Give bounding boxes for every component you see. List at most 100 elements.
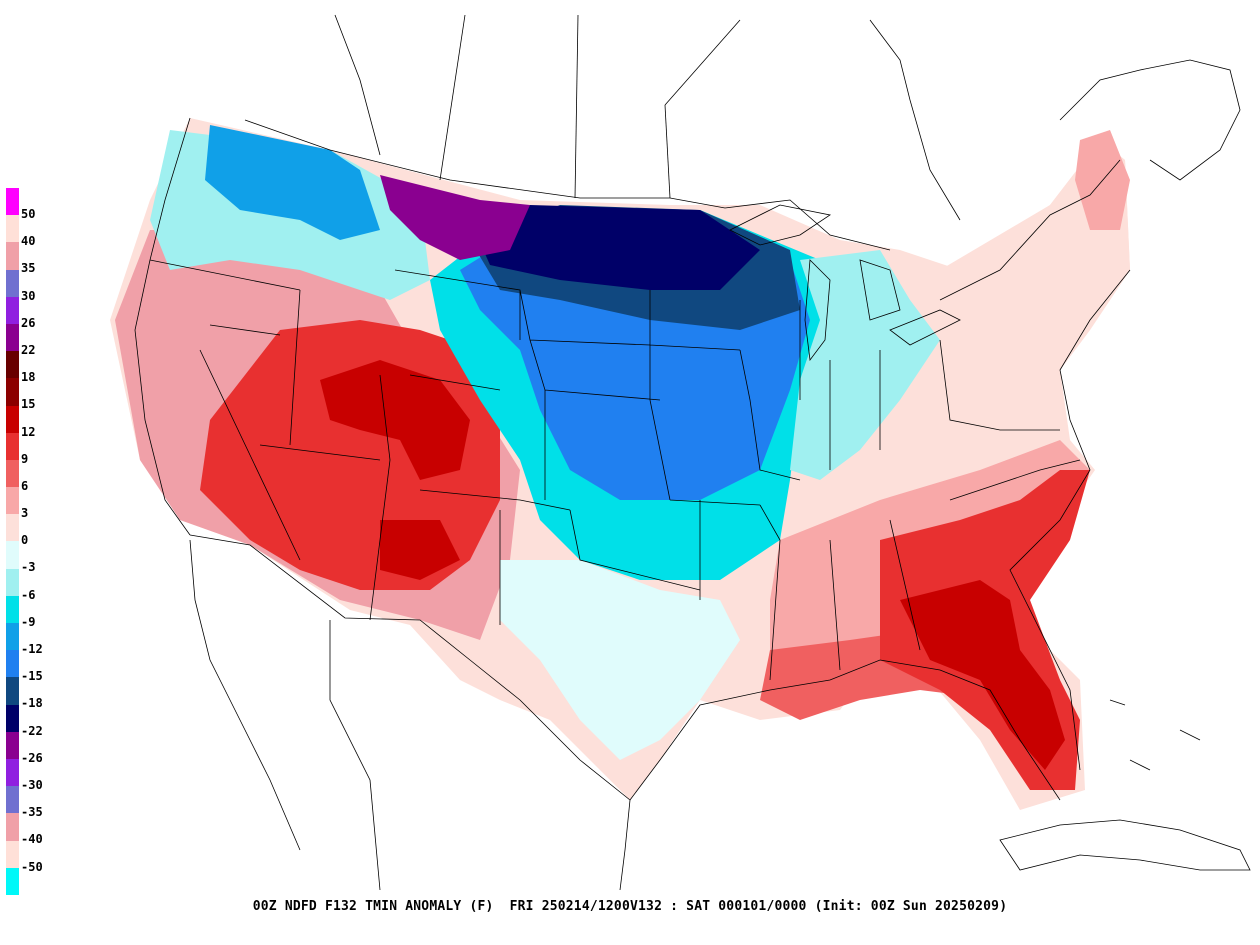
legend-label: -12 bbox=[21, 642, 43, 656]
legend-entry: 9 bbox=[6, 432, 66, 465]
legend-label: -22 bbox=[21, 723, 43, 738]
legend-entry: -12 bbox=[6, 623, 66, 656]
legend-swatch bbox=[6, 541, 19, 569]
legend-label: -50 bbox=[21, 859, 43, 874]
legend-entry: 12 bbox=[6, 405, 66, 438]
legend-label: -30 bbox=[21, 777, 43, 792]
lake-erie bbox=[889, 309, 961, 346]
legend-entry: -6 bbox=[6, 568, 66, 601]
legend-label: 22 bbox=[21, 342, 36, 357]
canada-province-1 bbox=[334, 14, 381, 156]
legend-entry: 6 bbox=[6, 459, 66, 492]
legend-entry: -35 bbox=[6, 786, 66, 819]
legend-entry: -3 bbox=[6, 541, 66, 574]
legend-label: 9 bbox=[21, 451, 29, 466]
legend-swatch bbox=[6, 378, 19, 406]
region-northern-plains bbox=[470, 205, 760, 290]
region-nm-core bbox=[380, 520, 460, 580]
maritimes bbox=[1059, 59, 1241, 181]
legend-entry: -18 bbox=[6, 677, 66, 710]
legend-swatch bbox=[6, 813, 19, 841]
legend-label: 26 bbox=[21, 315, 36, 330]
region-texas bbox=[500, 560, 740, 760]
legend-entry: -15 bbox=[6, 650, 66, 683]
legend-entry: 22 bbox=[6, 323, 66, 356]
lake-michigan bbox=[804, 259, 831, 362]
legend-label: 15 bbox=[21, 397, 36, 412]
legend-label: 35 bbox=[21, 261, 36, 276]
region-montana-core bbox=[380, 175, 530, 260]
legend-label: 12 bbox=[21, 424, 36, 439]
legend-entry: 35 bbox=[6, 242, 66, 275]
legend-label: -15 bbox=[21, 669, 43, 684]
legend-entry: 30 bbox=[6, 269, 66, 302]
lake-superior bbox=[729, 204, 832, 246]
legend-label: -35 bbox=[21, 805, 43, 820]
legend-label: -26 bbox=[21, 750, 43, 765]
legend-label: -18 bbox=[21, 696, 43, 711]
anomaly-map bbox=[110, 14, 1251, 891]
mexico-border bbox=[189, 534, 631, 801]
anomaly-fill-layer bbox=[110, 118, 1130, 810]
region-northeast bbox=[940, 140, 1130, 440]
legend-swatch bbox=[6, 840, 19, 868]
legend-entry: 3 bbox=[6, 487, 66, 520]
legend-swatch bbox=[6, 459, 19, 488]
mexico-interior bbox=[329, 620, 381, 891]
legend-swatch bbox=[6, 758, 19, 787]
legend-swatch bbox=[6, 296, 19, 324]
legend-entry: 0 bbox=[6, 514, 66, 547]
legend-entry: -50 bbox=[6, 840, 66, 873]
legend-entry: 15 bbox=[6, 378, 66, 411]
legend-label: -3 bbox=[21, 560, 36, 575]
west-coast bbox=[134, 117, 191, 536]
legend-swatch bbox=[6, 405, 19, 433]
legend-swatch bbox=[6, 242, 19, 270]
mexico-gulf bbox=[619, 799, 631, 891]
legend-swatch bbox=[6, 568, 19, 596]
canada-province-2 bbox=[439, 14, 466, 181]
region-florida-peninsula bbox=[900, 580, 1065, 770]
legend-entry: 40 bbox=[6, 215, 66, 248]
legend-swatch bbox=[6, 514, 19, 542]
region-northern-rockies bbox=[205, 125, 380, 240]
legend-swatch bbox=[6, 351, 19, 379]
canada-province-4 bbox=[664, 19, 741, 106]
legend-label: 0 bbox=[21, 533, 29, 548]
legend-swatch bbox=[6, 867, 19, 895]
legend-label: -9 bbox=[21, 614, 36, 629]
map-caption: 00Z NDFD F132 TMIN ANOMALY (F) FRI 25021… bbox=[252, 899, 1008, 914]
legend-label: 3 bbox=[21, 506, 29, 521]
legend-entry bbox=[6, 867, 66, 895]
legend-entry: -26 bbox=[6, 731, 66, 764]
baja-outline bbox=[189, 539, 301, 851]
legend-swatch bbox=[6, 323, 19, 352]
legend-swatch bbox=[6, 487, 19, 515]
bahamas bbox=[1109, 699, 1201, 771]
lake-huron bbox=[859, 259, 901, 321]
legend-label: -6 bbox=[21, 587, 36, 602]
legend-entry: -9 bbox=[6, 595, 66, 628]
legend-label: 40 bbox=[21, 234, 36, 249]
legend-entry: 18 bbox=[6, 351, 66, 384]
legend-swatch bbox=[6, 677, 19, 705]
map-canvas bbox=[110, 14, 1251, 891]
legend-swatch bbox=[6, 623, 19, 651]
legend-label: 30 bbox=[21, 288, 36, 303]
hudson-bay bbox=[869, 19, 961, 221]
region-colorado-core bbox=[320, 360, 470, 480]
legend-swatch bbox=[6, 704, 19, 732]
gulf-coast-line bbox=[629, 659, 1061, 801]
canada-border-east bbox=[939, 159, 1121, 301]
legend-swatch bbox=[6, 269, 19, 297]
legend-swatch bbox=[6, 432, 19, 460]
legend-label: 6 bbox=[21, 478, 29, 493]
canada-province-5 bbox=[664, 104, 671, 199]
east-coast bbox=[1009, 269, 1131, 771]
canada-province-3 bbox=[574, 14, 579, 199]
legend-entry: -40 bbox=[6, 813, 66, 846]
legend-entry: 50 bbox=[6, 188, 66, 221]
legend-entry: -22 bbox=[6, 704, 66, 737]
color-legend: 50 40 35 30 26 22 18 15 12 9 6 3 0 -3 -6 -9 -12 -15 -18 -22… bbox=[6, 188, 66, 895]
cuba bbox=[999, 819, 1251, 871]
